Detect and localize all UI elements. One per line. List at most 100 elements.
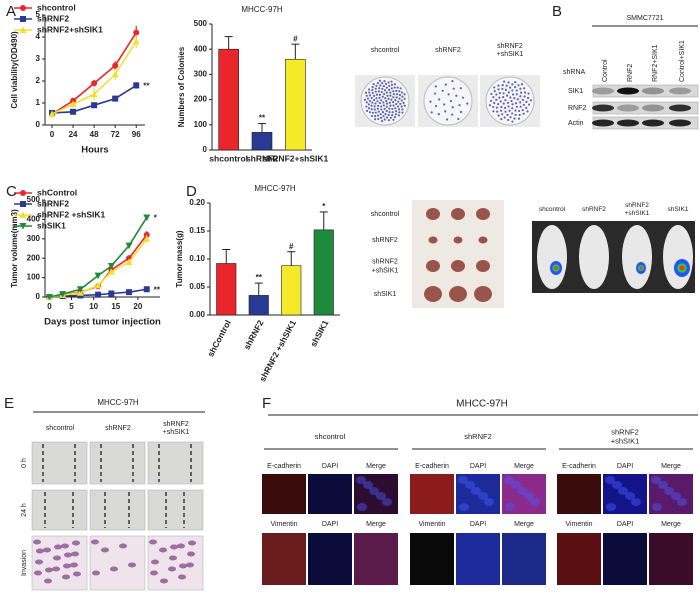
- colony: [514, 109, 517, 112]
- colony: [370, 114, 374, 118]
- colony: [384, 82, 388, 86]
- marker: [69, 100, 77, 108]
- colony: [498, 92, 501, 95]
- colony: [457, 117, 460, 121]
- colony: [371, 91, 374, 95]
- colony: [385, 109, 388, 113]
- assay-photo: [89, 489, 146, 531]
- colony: [449, 99, 453, 103]
- group-label: shcontrol: [315, 432, 346, 441]
- colony: [375, 97, 378, 100]
- band: [592, 87, 614, 95]
- marker: [76, 286, 84, 293]
- assay-photo: [89, 441, 146, 485]
- marker: [59, 291, 67, 298]
- colony: [370, 96, 373, 100]
- invading-cell: [101, 547, 109, 553]
- colony: [394, 113, 397, 116]
- colony: [394, 110, 398, 113]
- marker: [48, 110, 56, 117]
- y-axis-label: Cell viability(OD490): [10, 31, 19, 109]
- colony: [523, 87, 526, 90]
- marker: [90, 90, 98, 98]
- lane-label: Control+SIK1: [679, 40, 686, 82]
- x-tick-label: 5: [69, 302, 74, 311]
- colony: [506, 94, 509, 97]
- colony: [459, 110, 463, 114]
- colony: [520, 83, 524, 86]
- column-label-line: shcontrol: [46, 425, 75, 432]
- colony: [385, 102, 389, 105]
- colony: [375, 84, 378, 87]
- colony: [377, 90, 381, 93]
- colony: [501, 113, 504, 116]
- colony: [508, 86, 512, 89]
- x-tick-label: shRNF2: [242, 318, 266, 351]
- colony: [400, 105, 403, 108]
- tumor: [426, 208, 440, 220]
- colony-label-line: shcontrol: [371, 47, 400, 54]
- lane-label: RNF2: [627, 64, 634, 82]
- colony: [380, 105, 383, 108]
- mouse: [579, 225, 609, 289]
- colony-label-line: shRNF2: [435, 47, 461, 54]
- colony: [392, 90, 395, 93]
- tumor-label-line: shSIK1: [374, 291, 397, 298]
- x-tick-label: shRNF2+shSIK1: [262, 153, 328, 163]
- nucleus: [376, 492, 386, 500]
- colony: [392, 96, 395, 99]
- tumor-label: shRNF2: [372, 237, 398, 244]
- if-image: [308, 533, 352, 585]
- colony: [393, 86, 396, 89]
- colony: [514, 102, 518, 105]
- nucleus: [369, 487, 379, 495]
- colony: [504, 106, 507, 109]
- colony: [376, 100, 379, 103]
- colony: [398, 93, 401, 97]
- colony: [389, 116, 392, 119]
- nucleus: [658, 481, 668, 489]
- if-image: [502, 533, 546, 585]
- nucleus: [478, 492, 488, 500]
- significance-marker: *: [322, 202, 326, 211]
- tumor: [451, 260, 465, 272]
- colony: [458, 104, 461, 107]
- chart-title: MHCC-97H: [254, 184, 296, 193]
- colony: [519, 95, 522, 98]
- colony: [446, 118, 449, 121]
- mouse-label-line: +shSIK1: [625, 210, 650, 217]
- colony: [378, 93, 381, 96]
- y-tick-label: 0.05: [189, 282, 205, 291]
- x-tick-label: shControl: [205, 318, 233, 358]
- nucleus: [484, 498, 494, 506]
- tumor-label-line: shRNF2: [372, 237, 398, 244]
- colony: [455, 94, 458, 97]
- colony-label-line: +shSIK1: [497, 51, 524, 58]
- tumor-label: shcontrol: [371, 211, 400, 218]
- if-image: [649, 533, 693, 585]
- signal: [554, 266, 558, 270]
- colony: [519, 105, 522, 108]
- legend-label: shRNF2+shSIK1: [37, 24, 103, 34]
- colony: [386, 94, 389, 97]
- colony: [437, 112, 440, 116]
- y-tick-label: 0.10: [189, 254, 205, 263]
- if-image: [354, 533, 398, 585]
- nucleus: [605, 476, 615, 484]
- y-tick-label: 100: [194, 120, 208, 129]
- group-label-line: shcontrol: [315, 432, 346, 441]
- colony: [395, 89, 398, 92]
- colony: [511, 112, 514, 115]
- colony: [370, 108, 373, 111]
- colony: [488, 104, 492, 107]
- colony: [383, 92, 386, 96]
- colony: [504, 88, 508, 91]
- colony: [372, 94, 376, 97]
- mouse-label-line: shRNF2: [582, 206, 606, 213]
- colony: [514, 113, 517, 116]
- invading-cell: [36, 548, 44, 554]
- colony: [395, 102, 398, 106]
- colony: [502, 95, 505, 99]
- band: [669, 104, 691, 112]
